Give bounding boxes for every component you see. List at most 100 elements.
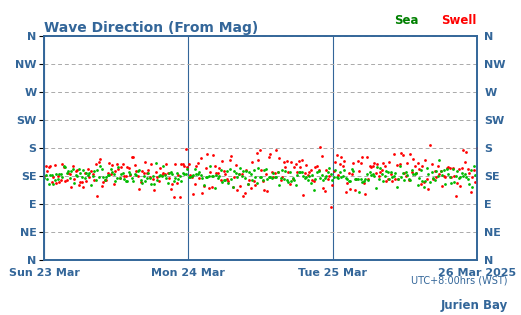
Point [76, 180, 84, 185]
Point [452, 194, 460, 199]
Point [72, 172, 80, 177]
Point [253, 180, 261, 185]
Point [292, 183, 300, 188]
Point [277, 176, 285, 181]
Point [471, 173, 479, 178]
Point [143, 170, 151, 175]
Point [245, 169, 253, 175]
Point [418, 164, 427, 169]
Point [301, 175, 309, 180]
Point [433, 173, 442, 178]
Point [101, 177, 109, 182]
Point [87, 183, 95, 188]
Point [464, 166, 472, 171]
Point [253, 151, 261, 156]
Point [257, 175, 265, 180]
Point [231, 162, 240, 167]
Point [233, 188, 241, 193]
Point [376, 165, 384, 170]
Point [66, 175, 74, 180]
Point [256, 147, 264, 152]
Point [390, 174, 398, 179]
Point [216, 168, 225, 173]
Point [442, 166, 451, 171]
Point [117, 172, 125, 177]
Point [179, 170, 187, 175]
Point [325, 174, 333, 179]
Point [67, 169, 76, 174]
Point [437, 169, 445, 174]
Point [423, 176, 431, 181]
Point [254, 157, 263, 162]
Point [63, 177, 71, 182]
Point [269, 170, 278, 175]
Point [337, 154, 345, 159]
Point [450, 179, 458, 184]
Point [415, 166, 424, 171]
Point [420, 184, 428, 189]
Point [177, 161, 185, 166]
Point [42, 173, 50, 178]
Point [287, 159, 295, 164]
Point [158, 174, 166, 179]
Point [402, 173, 410, 178]
Point [176, 174, 184, 179]
Point [176, 195, 184, 200]
Point [194, 160, 202, 165]
Point [430, 168, 439, 173]
Point [117, 164, 125, 169]
Point [109, 171, 118, 176]
Point [336, 169, 344, 174]
Point [312, 164, 320, 169]
Point [444, 165, 452, 170]
Point [141, 179, 150, 184]
Point [135, 168, 143, 173]
Point [326, 204, 334, 209]
Point [340, 168, 349, 173]
Point [69, 164, 77, 169]
Point [156, 172, 165, 177]
Point [108, 163, 116, 168]
Point [385, 177, 393, 182]
Point [170, 178, 178, 183]
Point [140, 170, 148, 175]
Point [90, 177, 98, 182]
Point [287, 178, 295, 183]
Point [51, 177, 59, 182]
Point [337, 174, 345, 179]
Point [165, 171, 173, 176]
Point [346, 179, 354, 184]
Point [143, 175, 151, 180]
Point [75, 166, 83, 171]
Point [326, 171, 334, 176]
Point [162, 175, 170, 180]
Point [207, 173, 216, 178]
Point [224, 178, 232, 183]
Point [132, 173, 140, 178]
Point [379, 179, 388, 184]
Point [358, 155, 366, 160]
Point [150, 181, 158, 186]
Point [328, 178, 336, 183]
Point [129, 178, 138, 183]
Point [49, 175, 57, 180]
Point [348, 167, 356, 172]
Point [54, 174, 62, 179]
Point [274, 169, 282, 175]
Point [234, 171, 243, 176]
Point [411, 171, 419, 176]
Point [366, 163, 374, 168]
Point [299, 192, 307, 198]
Point [81, 175, 89, 180]
Point [421, 158, 430, 163]
Point [78, 180, 86, 185]
Point [283, 158, 291, 163]
Point [459, 148, 467, 153]
Point [73, 174, 82, 179]
Point [266, 151, 275, 156]
Point [432, 169, 440, 174]
Point [435, 158, 443, 163]
Point [317, 172, 326, 177]
Point [114, 165, 122, 170]
Point [331, 167, 339, 172]
